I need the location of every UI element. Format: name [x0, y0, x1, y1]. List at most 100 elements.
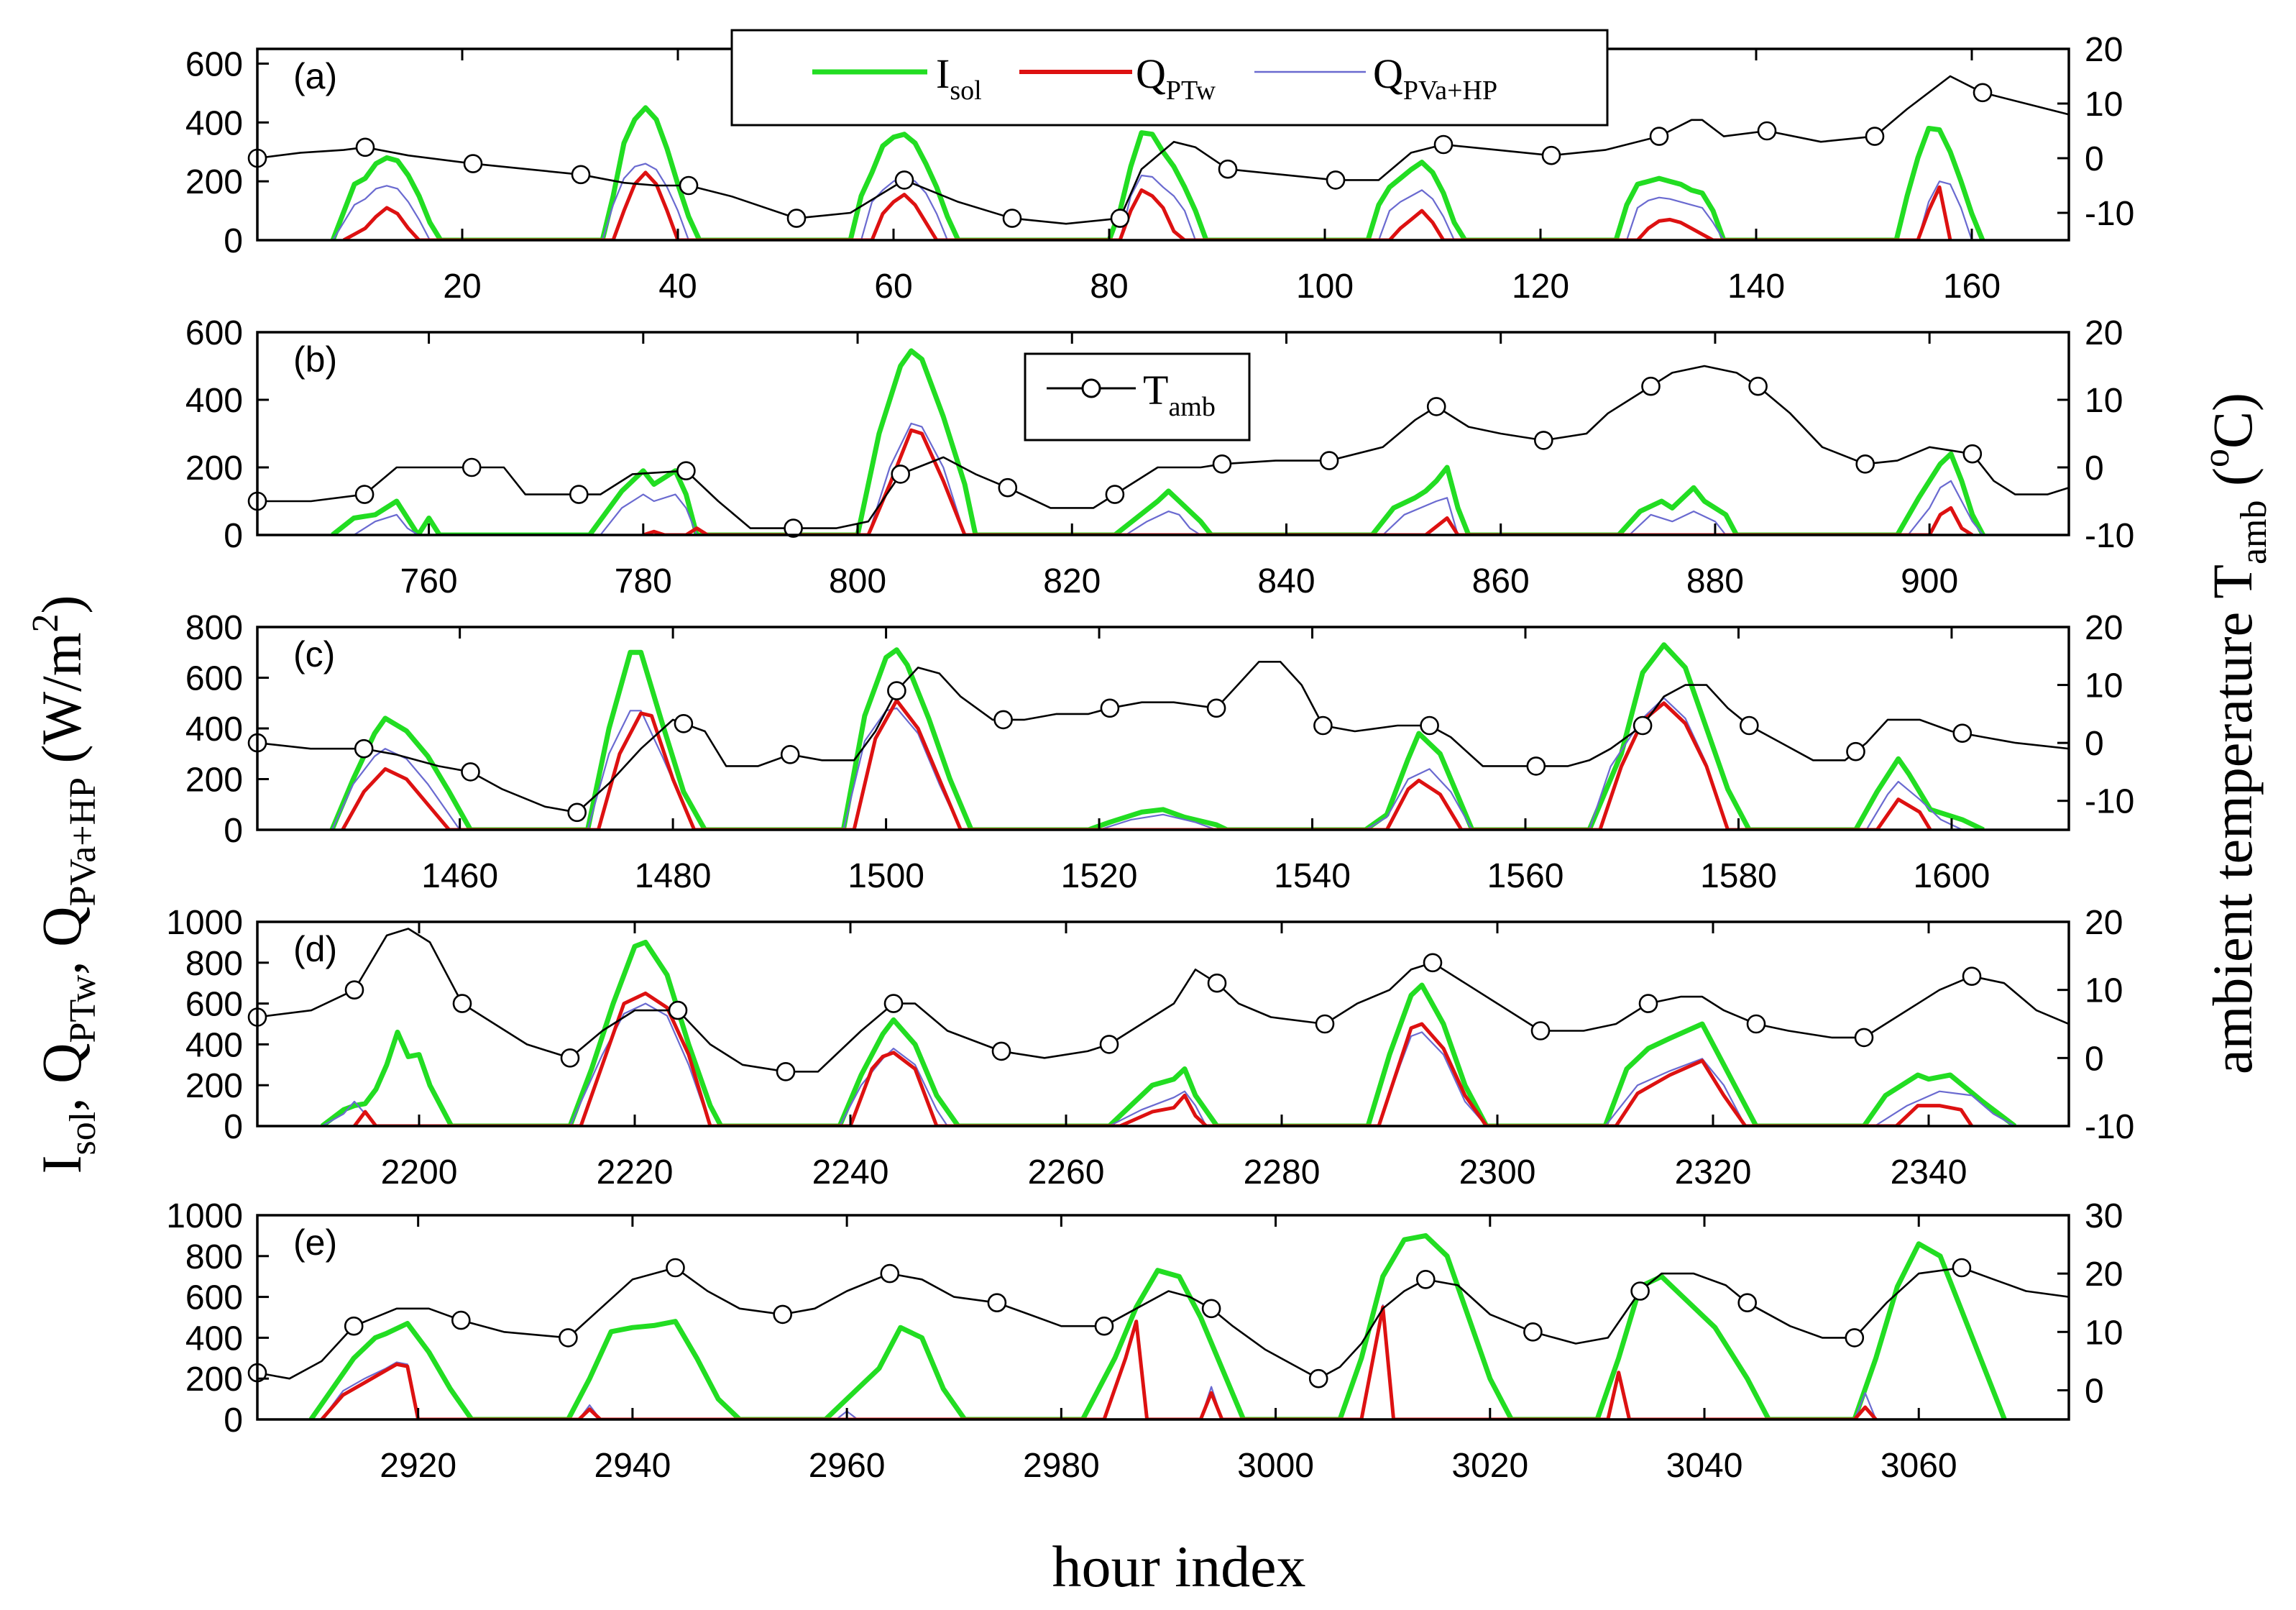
- panels: 20 40 60 80 100 120 140 1600200400600-1001020(a…: [166, 31, 2134, 1485]
- legend-tamb-label: Tamb: [1143, 367, 1216, 422]
- panel-b-x-tick-label: 880: [1686, 562, 1744, 600]
- panel-b-tamb-marker: [569, 485, 589, 504]
- panel-a-y2-tick-label: 0: [2085, 140, 2104, 178]
- panel-c-x-tick-label: 1500: [848, 857, 924, 895]
- panel-c-qptw-line: [341, 698, 1932, 830]
- panel-b-y2-tick-label: -10: [2085, 517, 2134, 555]
- panel-d-y-tick-label: 800: [185, 945, 243, 983]
- panel-e-y2-tick-label: 30: [2085, 1197, 2123, 1235]
- panel-d-qptw-line: [353, 991, 1974, 1126]
- panel-d-y2-tick-label: 20: [2085, 904, 2123, 942]
- panel-a-y-tick-label: 0: [224, 222, 243, 260]
- panel-b-tamb-marker: [354, 485, 375, 504]
- legend-main-frame: [730, 29, 1609, 127]
- panel-b-tamb-marker: [1534, 431, 1553, 450]
- panel-c-plot-area: [257, 642, 2069, 830]
- panel-d-y2-tick-label: 10: [2085, 972, 2123, 1010]
- panel-b-qptw-line: [643, 428, 1974, 535]
- panel-b-y-tick-label: 0: [224, 517, 243, 555]
- panel-a-tamb-marker: [679, 175, 699, 196]
- panel-b-qpva-line: [353, 422, 1984, 535]
- panel-c-x-tick-label: 1460: [421, 857, 498, 895]
- panel-a: 20 40 60 80 100 120 140 160 0 200 400 600 -10 0 10 20 (a…: [185, 31, 2134, 306]
- panel-a-x-tick-label: 120: [1512, 267, 1569, 306]
- panel-a-x-tick-label: 80: [1090, 267, 1128, 306]
- panel-a-qpva-line: [332, 163, 1973, 240]
- panel-d-label: (d): [293, 929, 337, 969]
- panel-a-x-tick-label: 60: [874, 267, 912, 306]
- panel-e-tamb-marker: [1308, 1368, 1328, 1389]
- panel-c-tamb-marker: [567, 802, 587, 823]
- panel-a-tamb-marker: [1433, 134, 1454, 155]
- panel-a-tamb-marker: [786, 209, 807, 228]
- panel-c-y2-tick-label: 10: [2085, 667, 2123, 705]
- panel-c-tamb-marker: [887, 681, 906, 700]
- panel-c-tamb-line: [257, 661, 2069, 814]
- panel-c-tamb-marker: [1846, 741, 1865, 761]
- panel-d-tamb-marker: [452, 994, 472, 1013]
- panel-d-tamb-marker: [1746, 1014, 1766, 1034]
- panel-b-x-tick-label: 900: [1901, 562, 1958, 600]
- panel-d-y2-tick-label: 0: [2085, 1040, 2104, 1078]
- panel-a-y2-tick-label: -10: [2085, 195, 2134, 233]
- panel-e-x-tick-label: 2960: [809, 1447, 886, 1485]
- panel-d-tamb-marker: [1207, 973, 1227, 993]
- panel-d-isol-line: [320, 939, 2017, 1126]
- panel-d-tamb-marker: [991, 1041, 1011, 1061]
- panel-b-tamb-marker: [891, 465, 910, 484]
- panel-e-qptw-line: [320, 1305, 1878, 1419]
- panel-e-tamb-line: [257, 1266, 2069, 1380]
- panel-c-tamb-marker: [1633, 715, 1653, 736]
- panel-a-tamb-marker: [1002, 209, 1022, 228]
- panel-b-tamb-marker: [1212, 454, 1232, 474]
- panel-a-tamb-marker: [463, 154, 483, 173]
- panel-a-qptw-line: [342, 170, 1952, 240]
- panel-a-tamb-marker: [1865, 127, 1885, 146]
- panel-e-tamb-marker: [559, 1328, 578, 1348]
- panel-e-y-tick-label: 400: [185, 1319, 243, 1358]
- panel-e-tamb-marker: [1952, 1258, 1972, 1278]
- panel-a-x-tick-label: 20: [443, 267, 481, 306]
- panel-b-y2-tick-label: 10: [2085, 382, 2123, 420]
- panel-b-x-tick-label: 780: [615, 562, 672, 600]
- panel-d-x-tick-label: 2300: [1459, 1153, 1536, 1192]
- panel-c-x-tick-label: 1540: [1274, 857, 1351, 895]
- panel-b-y-tick-label: 400: [185, 382, 243, 420]
- panel-d-tamb-marker: [1423, 953, 1443, 973]
- panel-d-y-tick-label: 400: [185, 1026, 243, 1064]
- panel-e-tamb-marker: [1523, 1322, 1543, 1342]
- y-axis-title-left: Isol, QPTw, QPVa+HP (W/m2): [25, 595, 104, 1174]
- panel-c-y-tick-label: 200: [185, 761, 243, 800]
- panel-c-y-tick-label: 400: [185, 710, 243, 749]
- panel-a-x-tick-label: 160: [1943, 267, 2001, 306]
- panel-c-tamb-marker: [993, 710, 1013, 730]
- panel-e-tamb-marker: [987, 1293, 1007, 1312]
- panel-e-y-tick-label: 200: [185, 1360, 243, 1399]
- panel-c-x-tick-label: 1580: [1700, 857, 1777, 895]
- panel-d-y-tick-label: 1000: [166, 904, 243, 942]
- panel-d-x-tick-label: 2240: [812, 1153, 889, 1192]
- panel-e-label: (e): [293, 1222, 337, 1263]
- panel-a-tamb-marker: [894, 170, 914, 190]
- panel-c-tamb-marker: [1420, 715, 1439, 736]
- panel-d-y-tick-label: 600: [185, 986, 243, 1024]
- panel-e-y-tick-label: 0: [224, 1401, 243, 1440]
- panel-e-y2-tick-label: 0: [2085, 1372, 2104, 1410]
- panel-c-y2-tick-label: -10: [2085, 783, 2134, 821]
- panel-b-tamb-marker: [784, 518, 803, 538]
- panel-b-y-tick-label: 200: [185, 449, 243, 488]
- panel-b-y-tick-label: 600: [185, 314, 243, 352]
- panel-b-y2-tick-label: 20: [2085, 314, 2123, 352]
- panel-a-tamb-marker: [1541, 145, 1561, 165]
- panel-e-tamb-marker: [451, 1310, 471, 1330]
- panel-b-label: (b): [293, 339, 337, 380]
- panel-b-tamb-marker: [676, 461, 696, 481]
- panel-e-y-tick-label: 600: [185, 1279, 243, 1317]
- panel-d-frame: [256, 920, 2070, 1128]
- panel-e-x-tick-label: 3040: [1666, 1447, 1743, 1485]
- panel-e-x-tick-label: 2940: [594, 1447, 671, 1485]
- panel-e-y-tick-label: 800: [185, 1238, 243, 1276]
- panel-c-x-tick-label: 1520: [1061, 857, 1138, 895]
- panel-e-plot-area: [257, 1232, 2069, 1419]
- panel-c-isol-line: [329, 642, 1985, 830]
